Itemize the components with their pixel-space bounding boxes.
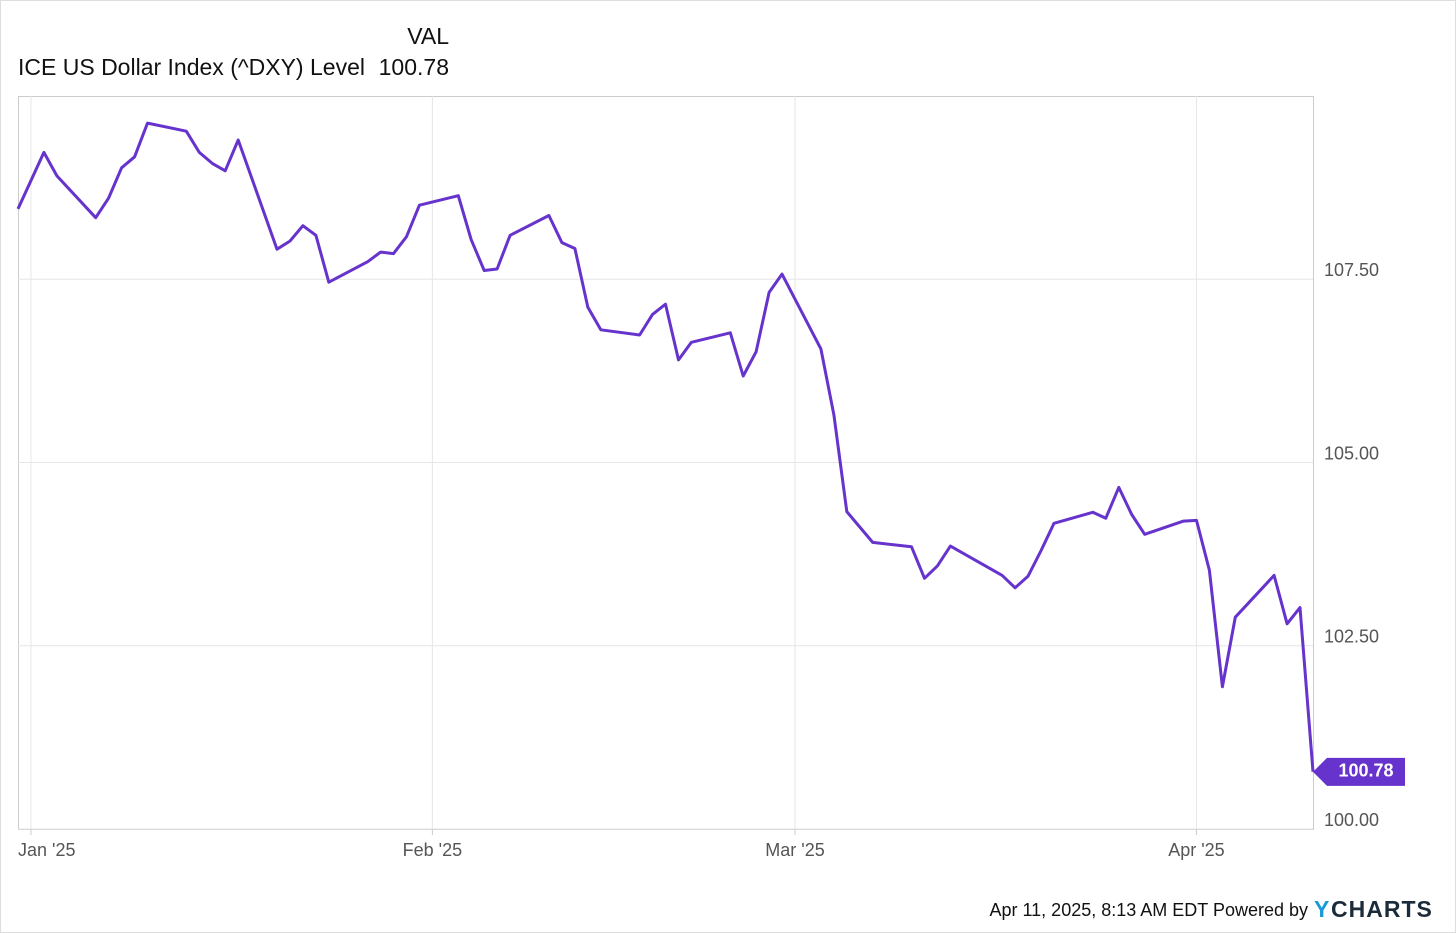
legend-value: 100.78 <box>379 54 449 80</box>
x-tick-label: Feb '25 <box>403 840 462 860</box>
y-tick-label: 100.00 <box>1324 810 1379 830</box>
end-label: 100.78 <box>1338 761 1393 781</box>
line <box>16 121 1315 772</box>
y-tick-label: 105.00 <box>1324 443 1379 463</box>
y-tick-label: 107.50 <box>1324 260 1379 280</box>
logo-text: CHARTS <box>1331 896 1433 922</box>
end-tag <box>1313 757 1405 786</box>
x-tick-label: Jan '25 <box>18 840 75 860</box>
timestamp: Apr 11, 2025, 8:13 AM EDT Powered by <box>989 900 1308 920</box>
legend-header: VAL <box>407 23 449 49</box>
logo-mark: Y <box>1314 896 1329 922</box>
legend-name: ICE US Dollar Index (^DXY) Level <box>18 54 365 80</box>
y-tick-label: 102.50 <box>1324 627 1379 647</box>
x-tick-label: Mar '25 <box>765 840 824 860</box>
grid <box>18 96 1313 830</box>
x-tick-label: Apr '25 <box>1168 840 1224 860</box>
